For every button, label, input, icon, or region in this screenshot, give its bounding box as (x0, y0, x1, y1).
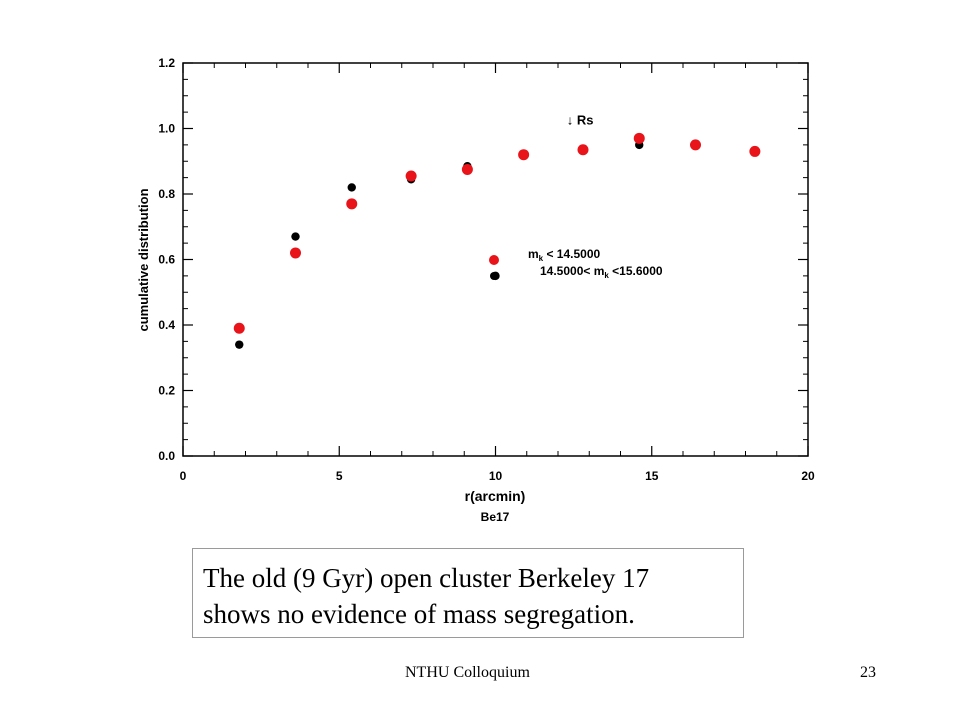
data-point-bright (633, 132, 645, 144)
axis-tick-labels: 0 5 10 15 20 0.0 0.2 0.4 0.6 0.8 1.0 1.2 (158, 56, 815, 483)
y-tick-label: 0.6 (158, 253, 175, 267)
y-tick-label: 0.0 (158, 449, 175, 463)
data-points (233, 132, 761, 349)
rs-annotation: ↓ Rs (567, 113, 594, 128)
y-tick-label: 0.4 (158, 318, 175, 332)
cumulative-distribution-chart: 0 5 10 15 200.00.20.40.60.81.01.2 r(arcmin) … (136, 56, 815, 524)
data-point-bright (290, 247, 301, 259)
x-tick-label: 15 (645, 469, 659, 483)
legend-marker-black (490, 272, 498, 280)
chart-subtitle: Be17 (481, 510, 510, 524)
data-point-faint (347, 183, 356, 192)
x-tick-label: 0 (180, 469, 187, 483)
caption-box: The old (9 Gyr) open cluster Berkeley 17… (192, 548, 744, 638)
data-point-bright (405, 170, 417, 182)
x-tick-label: 5 (336, 469, 343, 483)
x-tick-label: 10 (489, 469, 503, 483)
data-point-bright (461, 163, 473, 175)
y-axis-label: cumulative distribution (136, 188, 151, 331)
legend-label-1: mk < 14.5000 (528, 247, 601, 263)
legend-label-2: 14.5000< mk <15.6000 (540, 264, 663, 280)
caption-line-1: The old (9 Gyr) open cluster Berkeley 17 (203, 563, 650, 593)
data-point-bright (690, 139, 701, 151)
axis-ticks (182, 62, 809, 457)
data-point-bright (749, 145, 761, 157)
page-number: 23 (860, 664, 876, 681)
data-point-bright (518, 149, 530, 161)
rs-annotation-label: ↓ Rs (567, 113, 594, 128)
y-tick-label: 0.8 (158, 187, 175, 201)
data-point-bright (233, 322, 245, 334)
data-point-bright (346, 198, 358, 210)
data-point-faint (235, 340, 244, 349)
y-tick-label: 1.2 (158, 56, 175, 70)
x-tick-label: 20 (801, 469, 815, 483)
y-tick-label: 1.0 (158, 122, 175, 136)
data-point-bright (577, 144, 589, 156)
data-point-faint (291, 232, 300, 241)
x-axis-label: r(arcmin) (465, 488, 526, 504)
legend-marker-red (489, 255, 499, 265)
y-tick-label: 0.2 (158, 384, 175, 398)
legend: mk < 14.5000 14.5000< mk <15.6000 (489, 247, 663, 280)
footer-title: NTHU Colloquium (405, 664, 530, 681)
caption-line-2: shows no evidence of mass segregation. (203, 599, 635, 629)
